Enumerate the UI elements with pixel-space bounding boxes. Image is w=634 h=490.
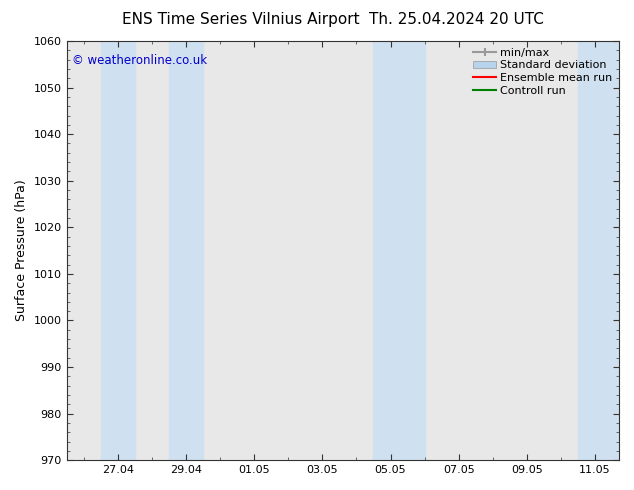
Text: ENS Time Series Vilnius Airport: ENS Time Series Vilnius Airport <box>122 12 359 27</box>
Text: Th. 25.04.2024 20 UTC: Th. 25.04.2024 20 UTC <box>369 12 544 27</box>
Bar <box>169 41 203 460</box>
Text: © weatheronline.co.uk: © weatheronline.co.uk <box>72 53 207 67</box>
Y-axis label: Surface Pressure (hPa): Surface Pressure (hPa) <box>15 180 28 321</box>
Legend: min/max, Standard deviation, Ensemble mean run, Controll run: min/max, Standard deviation, Ensemble me… <box>469 43 617 100</box>
Bar <box>578 41 619 460</box>
Bar <box>101 41 135 460</box>
Bar <box>373 41 425 460</box>
